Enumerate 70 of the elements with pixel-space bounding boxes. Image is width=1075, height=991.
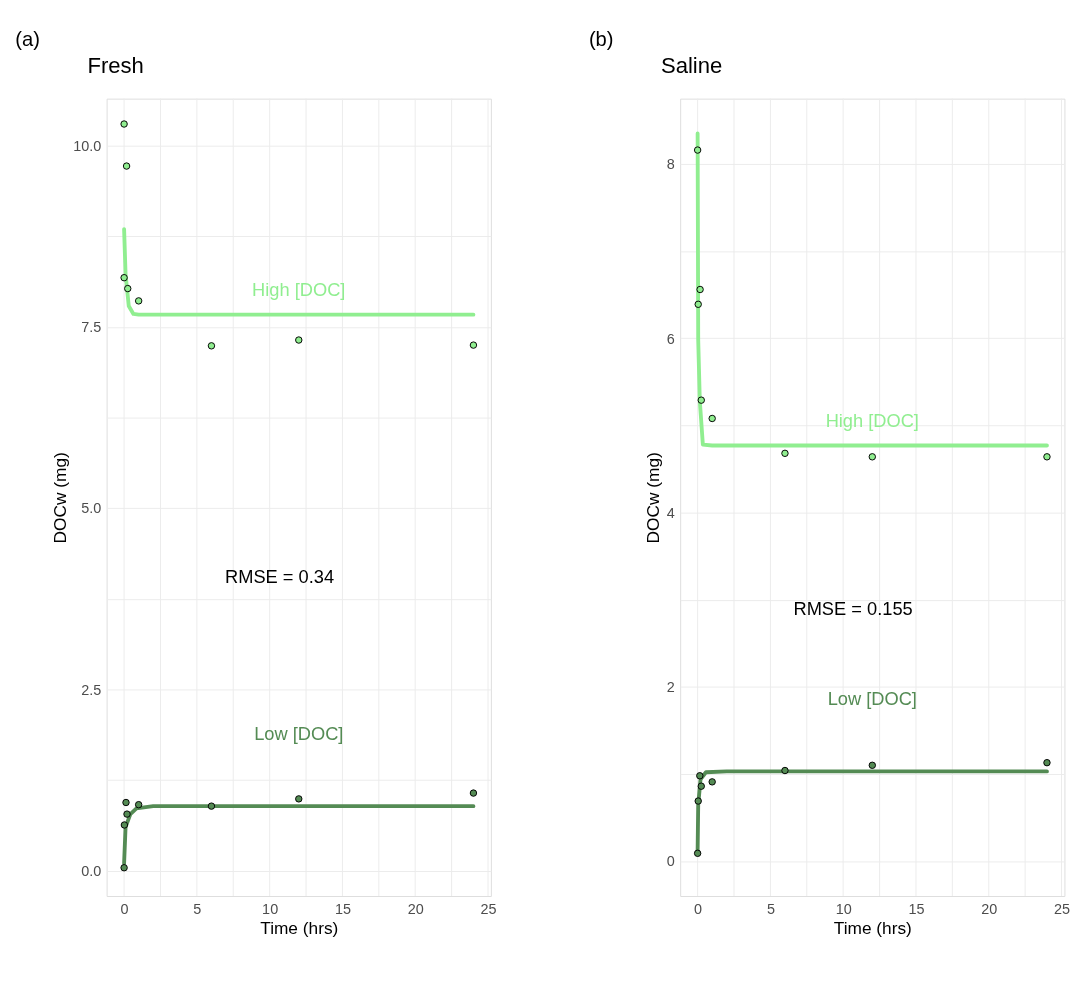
- y-tick-label: 5.0: [81, 500, 102, 517]
- point: [697, 782, 705, 790]
- point: [134, 297, 143, 305]
- y-tick-label: 4: [666, 504, 675, 521]
- chart-title: Fresh: [87, 52, 144, 78]
- x-tick-label: 10: [835, 900, 852, 917]
- point: [868, 761, 876, 769]
- y-axis-title: DOCw (mg): [643, 452, 664, 544]
- point: [1043, 453, 1051, 461]
- point: [295, 336, 303, 344]
- y-tick-label: 6: [666, 330, 675, 347]
- point: [123, 810, 131, 818]
- annotation: RMSE = 0.34: [225, 565, 335, 587]
- x-tick-label: 15: [908, 900, 925, 917]
- y-tick-label: 0.0: [81, 862, 102, 879]
- point: [469, 341, 478, 349]
- point: [120, 274, 128, 282]
- x-tick-label: 25: [1053, 900, 1071, 917]
- y-tick-label: 0: [666, 853, 675, 870]
- point: [696, 285, 704, 294]
- point: [295, 795, 303, 803]
- x-tick-label: 20: [981, 900, 998, 917]
- x-tick-label: 5: [193, 900, 202, 917]
- series-label: High [DOC]: [252, 279, 346, 301]
- point: [708, 778, 716, 786]
- point: [122, 798, 130, 807]
- text: (a): [15, 27, 41, 50]
- point: [868, 453, 876, 461]
- x-tick-label: 0: [120, 900, 129, 917]
- text: Low [DOC]: [254, 722, 344, 744]
- point: [122, 162, 131, 170]
- point: [693, 849, 702, 858]
- point: [469, 789, 478, 797]
- point: [696, 772, 704, 780]
- point: [120, 821, 129, 829]
- point: [207, 342, 216, 350]
- series-label: High [DOC]: [825, 410, 919, 432]
- x-tick-label: 25: [480, 900, 497, 917]
- point: [781, 766, 789, 775]
- y-tick-label: 2: [666, 679, 675, 696]
- point: [708, 414, 716, 423]
- y-axis-title: DOCw (mg): [49, 452, 70, 544]
- point: [781, 449, 789, 458]
- x-tick-label: 0: [694, 900, 703, 917]
- text: (b): [588, 27, 614, 50]
- line-series: [695, 131, 1049, 448]
- x-axis-title: Time (hrs): [260, 917, 339, 938]
- point: [693, 146, 702, 154]
- point: [207, 802, 216, 810]
- point: [124, 284, 132, 293]
- y-tick-label: 2.5: [81, 681, 102, 698]
- point: [120, 120, 128, 128]
- point: [694, 300, 702, 308]
- text: Low [DOC]: [827, 688, 917, 710]
- y-tick-label: 10.0: [73, 138, 102, 155]
- annotation: RMSE = 0.155: [793, 597, 913, 619]
- x-tick-label: 5: [766, 900, 775, 917]
- point: [120, 864, 128, 872]
- point: [697, 396, 705, 404]
- point: [134, 800, 143, 809]
- chart-title: Saline: [660, 52, 723, 78]
- y-tick-label: 8: [666, 156, 675, 173]
- x-tick-label: 10: [262, 900, 279, 917]
- x-tick-label: 15: [334, 900, 351, 917]
- x-axis-title: Time (hrs): [833, 917, 912, 938]
- point: [1043, 758, 1051, 767]
- point: [694, 797, 702, 805]
- line-series: [122, 227, 476, 317]
- y-tick-label: 7.5: [81, 319, 102, 336]
- x-tick-label: 20: [407, 900, 424, 917]
